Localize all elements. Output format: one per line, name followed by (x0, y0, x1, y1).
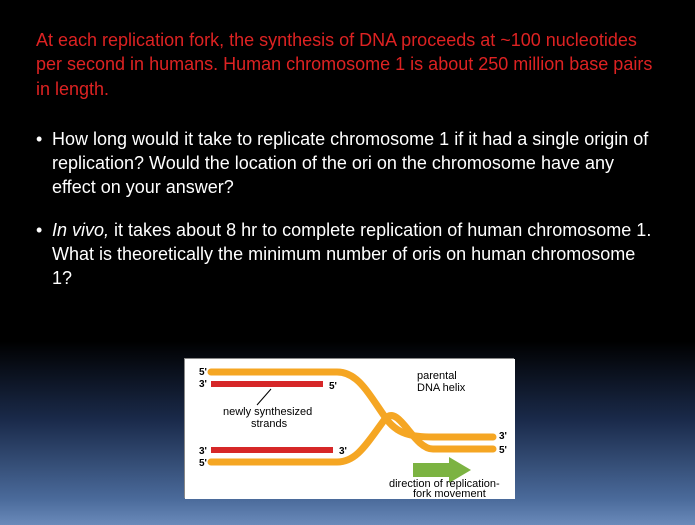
question-1: How long would it take to replicate chro… (36, 127, 659, 200)
replication-fork-diagram: 5' 3' 5' 3' 5' 3' 3' 5' newly synthesize… (184, 358, 514, 498)
label-parental-l2: DNA helix (417, 382, 466, 394)
label-parental-l1: parental (417, 370, 457, 382)
prime-right-lower: 5' (499, 445, 507, 456)
prime-top-inner: 3' (199, 379, 207, 390)
label-direction-l2: fork movement (413, 488, 486, 499)
intro-paragraph: At each replication fork, the synthesis … (0, 0, 695, 101)
prime-right-upper: 3' (499, 431, 507, 442)
question-list: How long would it take to replicate chro… (0, 101, 695, 291)
prime-bottom-fork: 3' (339, 446, 347, 457)
question-1-text: How long would it take to replicate chro… (52, 129, 648, 198)
prime-bottom-outer: 5' (199, 458, 207, 469)
question-2-italic: In vivo, (52, 220, 109, 240)
label-newly-l1: newly synthesized (223, 406, 312, 418)
label-newly-l2: strands (251, 418, 288, 430)
question-2-rest: it takes about 8 hr to complete replicat… (52, 220, 651, 289)
prime-top-outer: 5' (199, 367, 207, 378)
prime-top-fork: 5' (329, 381, 337, 392)
prime-bottom-inner: 3' (199, 446, 207, 457)
question-2: In vivo, it takes about 8 hr to complete… (36, 218, 659, 291)
